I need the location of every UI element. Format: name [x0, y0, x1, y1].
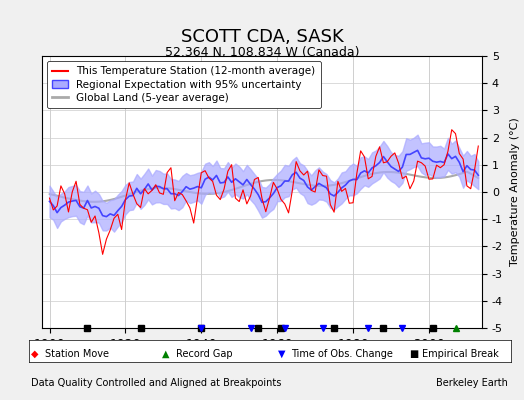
Text: Berkeley Earth: Berkeley Earth	[436, 378, 508, 388]
Text: 52.364 N, 108.834 W (Canada): 52.364 N, 108.834 W (Canada)	[165, 46, 359, 59]
Text: Empirical Break: Empirical Break	[422, 349, 498, 359]
Text: ◆: ◆	[31, 349, 39, 359]
Text: Record Gap: Record Gap	[176, 349, 232, 359]
Legend: This Temperature Station (12-month average), Regional Expectation with 95% uncer: This Temperature Station (12-month avera…	[47, 61, 321, 108]
Text: Time of Obs. Change: Time of Obs. Change	[291, 349, 392, 359]
Y-axis label: Temperature Anomaly (°C): Temperature Anomaly (°C)	[510, 118, 520, 266]
Text: Station Move: Station Move	[45, 349, 108, 359]
Text: ▲: ▲	[162, 349, 170, 359]
Text: SCOTT CDA, SASK: SCOTT CDA, SASK	[181, 28, 343, 46]
Text: Data Quality Controlled and Aligned at Breakpoints: Data Quality Controlled and Aligned at B…	[31, 378, 282, 388]
Text: ▼: ▼	[278, 349, 285, 359]
Text: ■: ■	[409, 349, 418, 359]
